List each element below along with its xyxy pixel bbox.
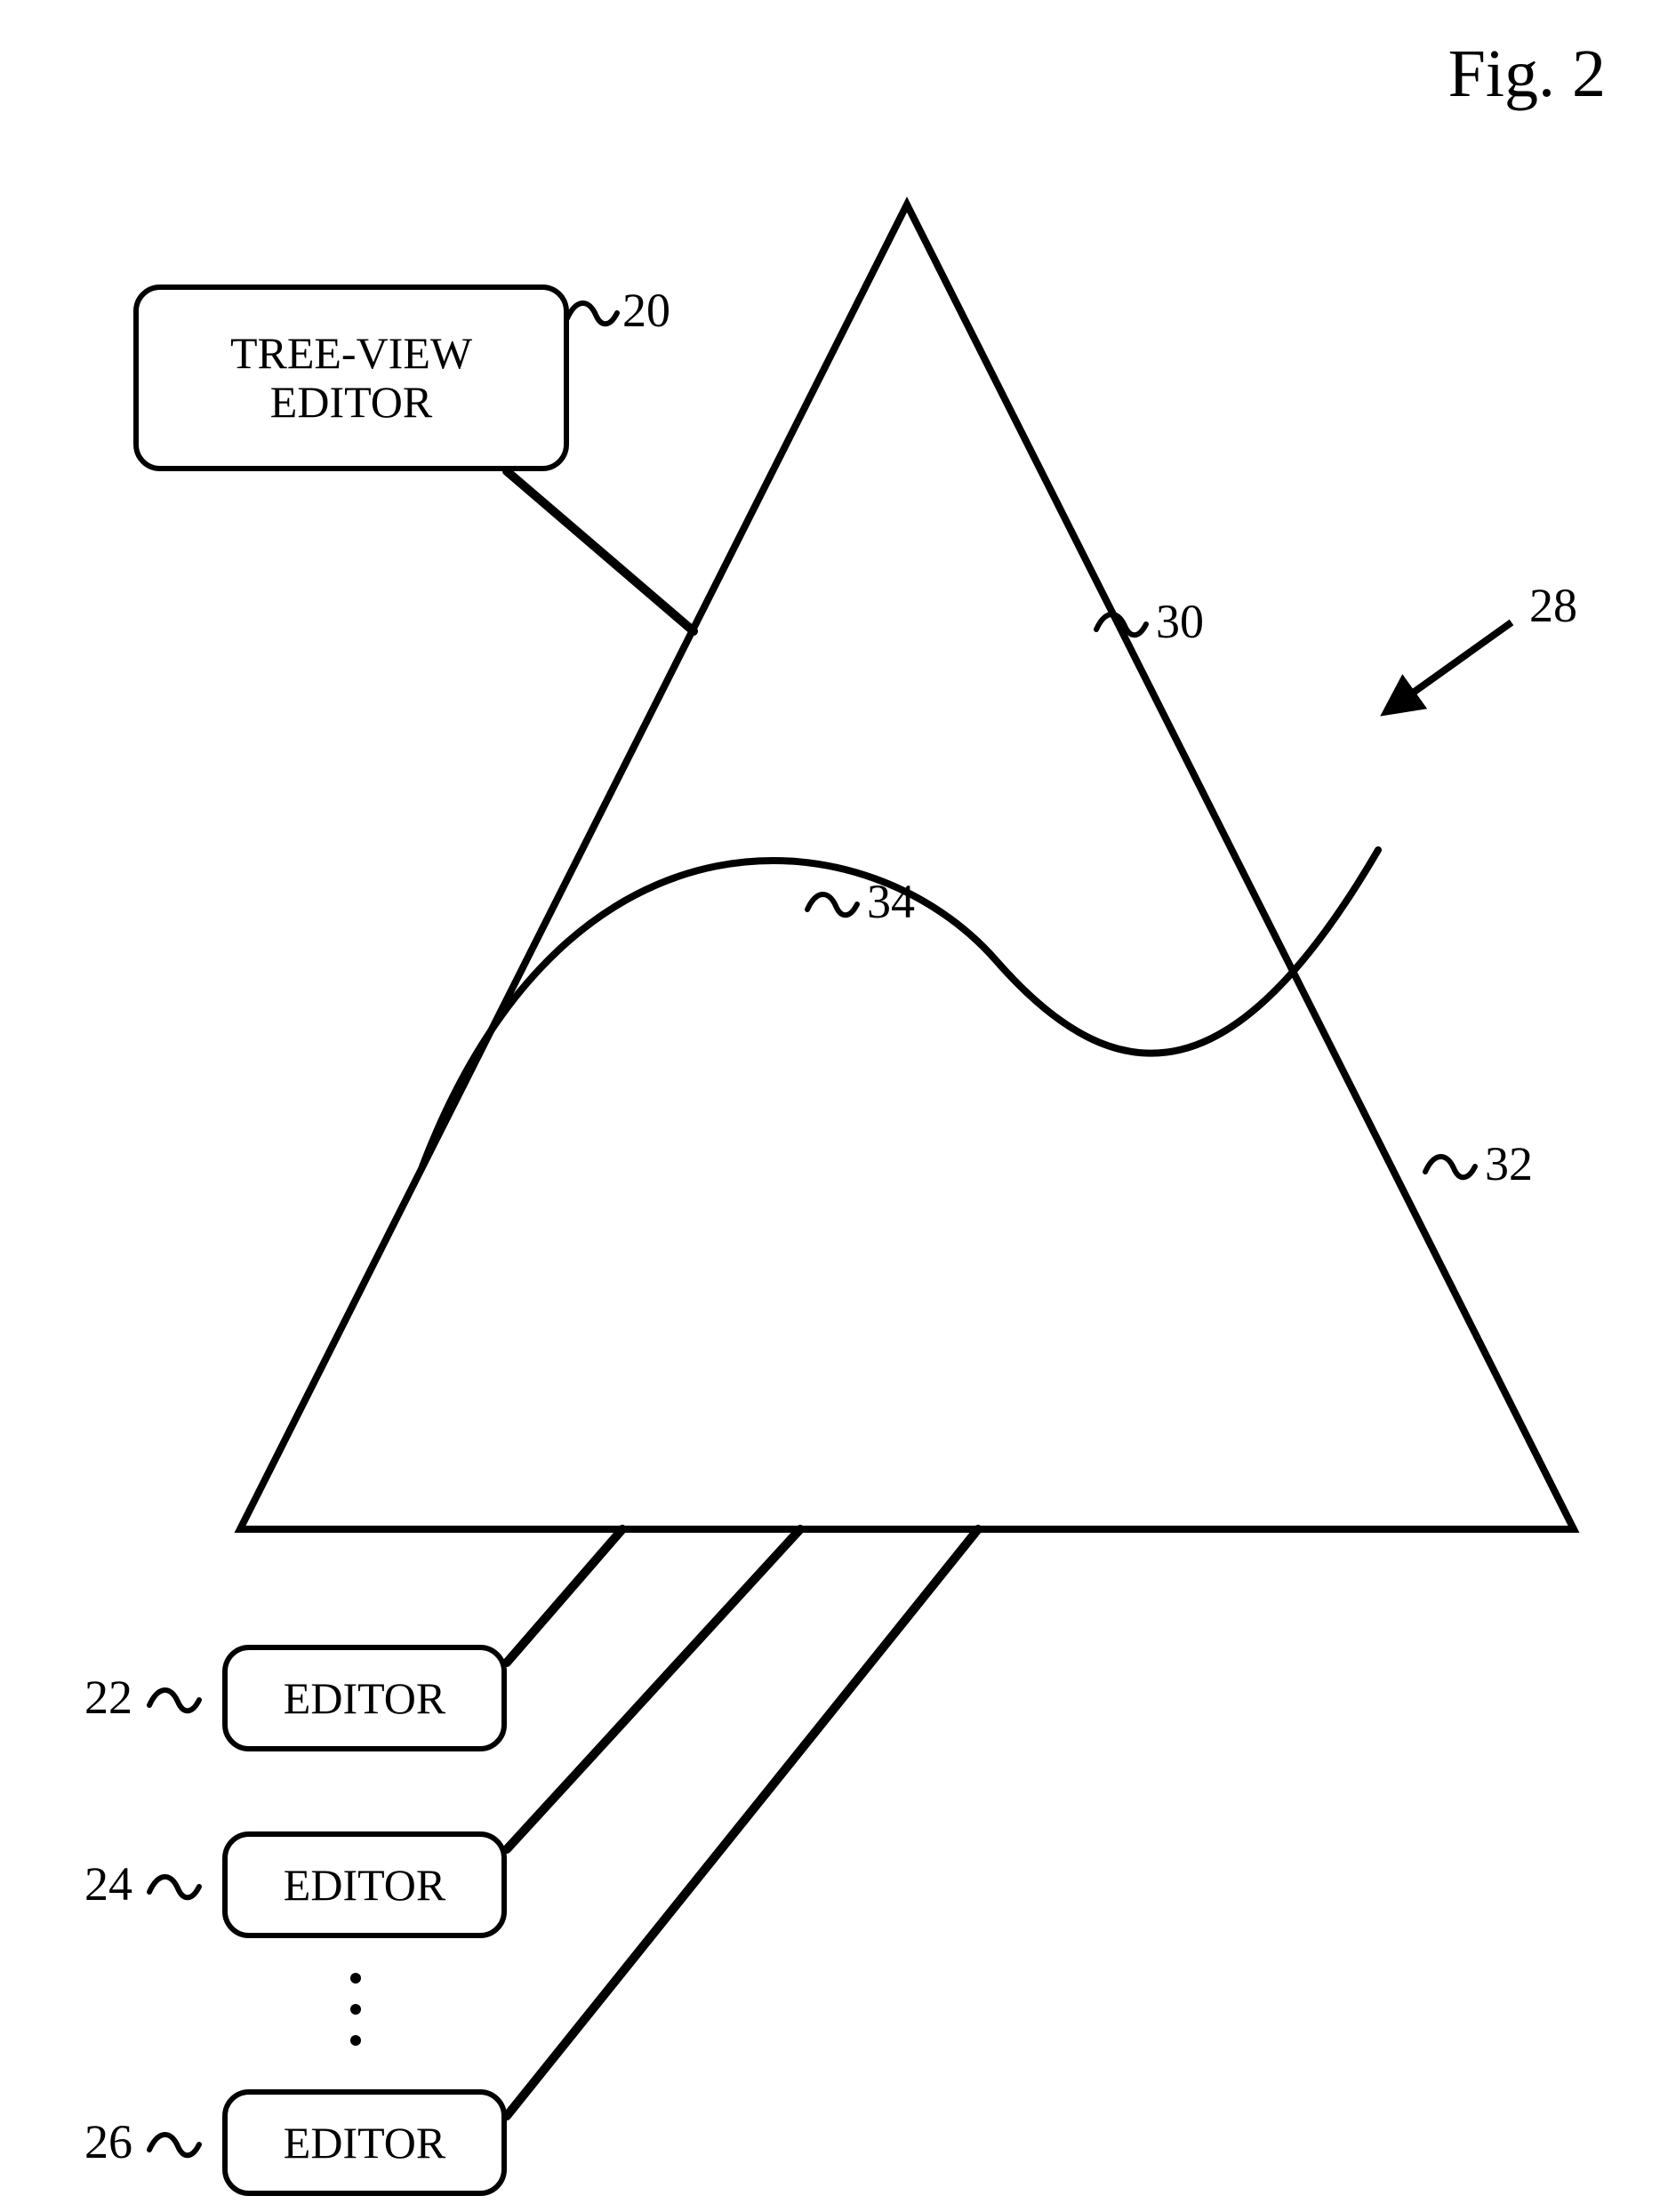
ref-label-26: 26 [84, 2114, 132, 2169]
editor-2-label: EDITOR [284, 1861, 445, 1910]
editor-box-3: EDITOR [222, 2089, 507, 2196]
ref-label-24: 24 [84, 1856, 132, 1911]
ref-label-28: 28 [1529, 578, 1577, 633]
editor-3-label: EDITOR [284, 2119, 445, 2168]
editor-1-label: EDITOR [284, 1674, 445, 1723]
editor-box-1: EDITOR [222, 1645, 507, 1751]
tree-view-editor-box: TREE-VIEWEDITOR [133, 285, 569, 471]
figure-stage: Fig. 2 TREE-VIEWEDITOR EDITOR EDITOR EDI… [0, 0, 1668, 2212]
editor-box-2: EDITOR [222, 1831, 507, 1938]
figure-title: Fig. 2 [1448, 36, 1606, 113]
tree-view-editor-label: TREE-VIEWEDITOR [230, 329, 472, 427]
ref-label-22: 22 [84, 1670, 132, 1725]
ref-label-32: 32 [1485, 1136, 1533, 1191]
ref-label-20: 20 [622, 283, 670, 338]
ref-label-30: 30 [1156, 594, 1204, 649]
ref-label-34: 34 [867, 874, 915, 929]
